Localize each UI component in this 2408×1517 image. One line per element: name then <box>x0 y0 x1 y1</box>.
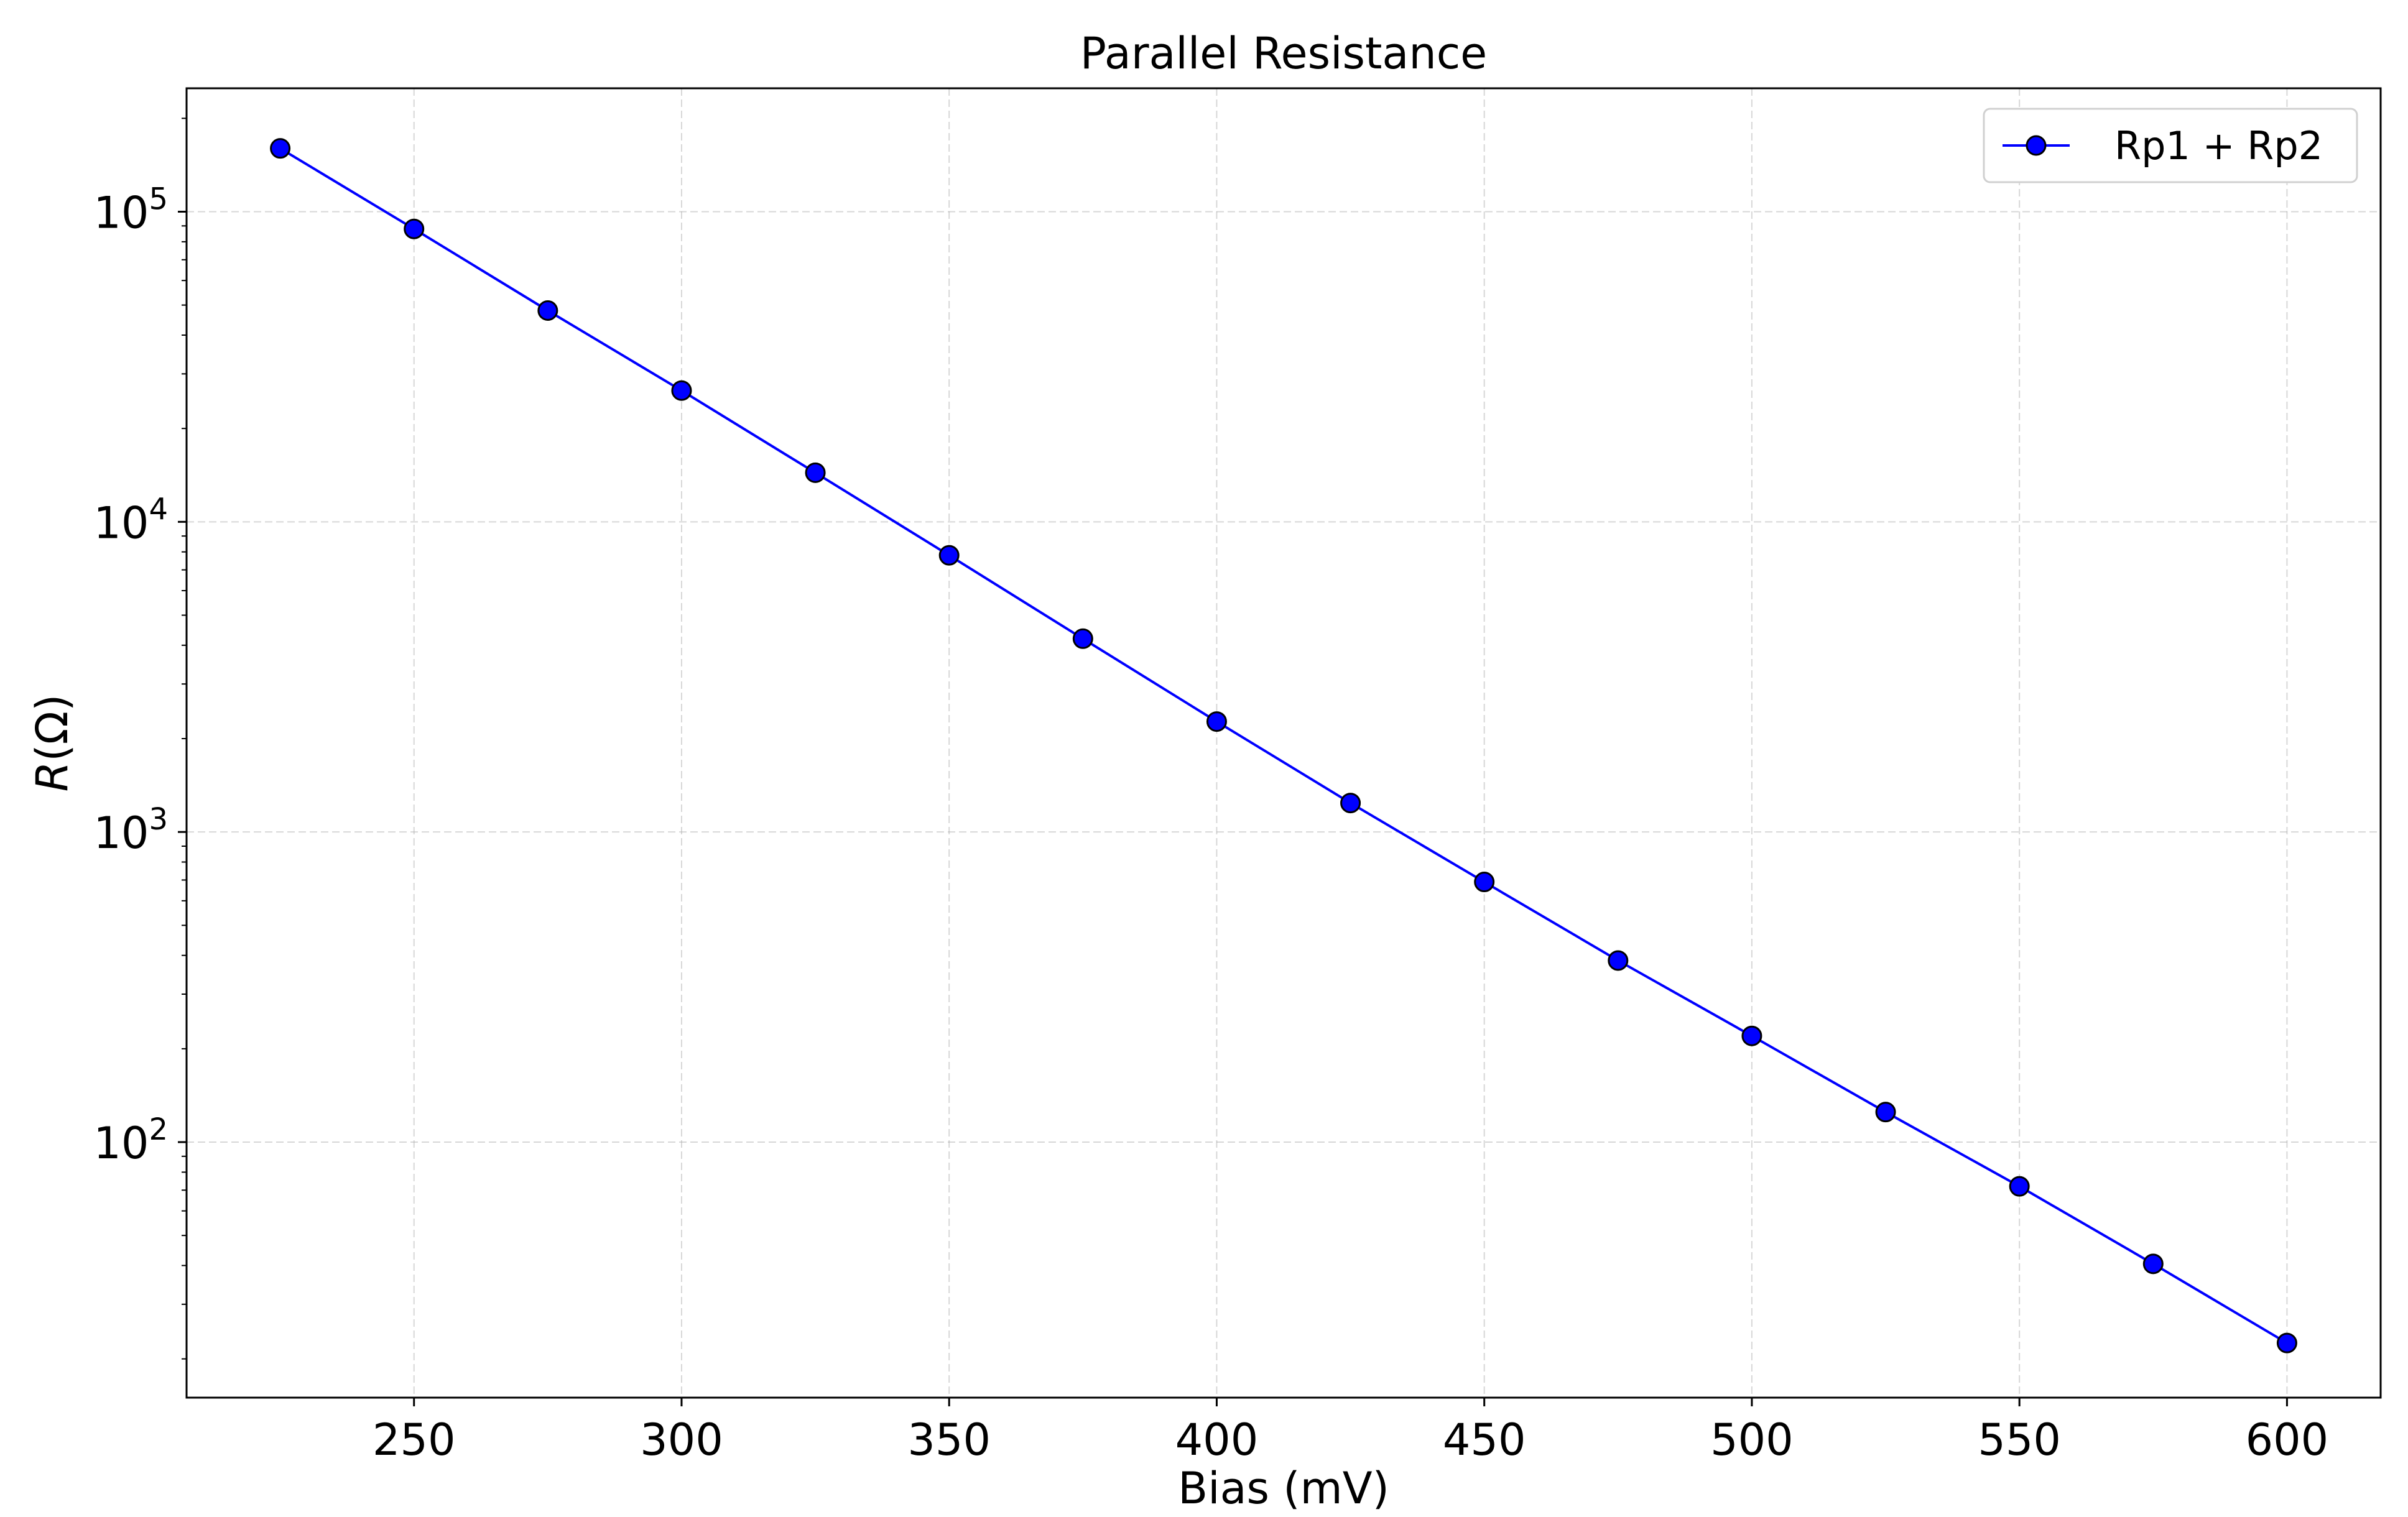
y-axis-label-symbol: R <box>27 762 78 792</box>
legend-marker <box>2026 135 2047 156</box>
y-tick-base: 10 <box>93 1118 149 1169</box>
x-tick-label: 600 <box>2246 1414 2329 1465</box>
data-point <box>1741 1025 1762 1046</box>
x-axis-label: Bias (mV) <box>1178 1463 1389 1514</box>
data-point <box>1875 1102 1896 1123</box>
plot-frame <box>185 87 2382 1399</box>
x-tick-label: 250 <box>373 1414 456 1465</box>
y-tick-label: 103 <box>93 802 168 859</box>
data-point <box>1608 950 1629 971</box>
y-axis-label: R(Ω) <box>27 694 78 792</box>
y-tick-label: 104 <box>93 492 168 548</box>
data-point <box>1340 793 1361 814</box>
data-point <box>2142 1253 2164 1275</box>
data-point <box>1072 628 1093 649</box>
data-point <box>404 218 425 239</box>
data-point <box>537 300 558 321</box>
x-tick-label: 400 <box>1175 1414 1259 1465</box>
legend-box <box>1983 108 2358 183</box>
x-tick-label: 500 <box>1710 1414 1794 1465</box>
x-tick-label: 300 <box>640 1414 723 1465</box>
data-point <box>2276 1332 2297 1353</box>
grid-lines <box>187 88 2381 1398</box>
y-tick-exponent: 3 <box>149 802 168 837</box>
data-point <box>671 380 692 401</box>
y-axis-label-unit: (Ω) <box>27 694 78 762</box>
series-line <box>279 147 2288 1344</box>
y-tick-base: 10 <box>93 808 149 859</box>
x-tick-label: 450 <box>1443 1414 1526 1465</box>
y-tick-label: 102 <box>93 1112 168 1169</box>
chart-title: Parallel Resistance <box>1080 28 1488 79</box>
y-tick-label: 105 <box>93 182 168 239</box>
legend: Rp1 + Rp2 <box>1983 108 2358 183</box>
data-point <box>270 138 291 159</box>
legend-label: Rp1 + Rp2 <box>2114 123 2323 168</box>
data-point <box>1474 872 1495 893</box>
series-layer <box>270 138 2297 1353</box>
y-tick-exponent: 4 <box>149 492 168 527</box>
y-tick-base: 10 <box>93 497 149 548</box>
y-tick-base: 10 <box>93 188 149 239</box>
x-tick-label: 350 <box>907 1414 991 1465</box>
y-tick-exponent: 5 <box>149 182 168 217</box>
data-point <box>1206 711 1227 732</box>
y-tick-exponent: 2 <box>149 1112 168 1147</box>
x-tick-label: 550 <box>1978 1414 2061 1465</box>
data-point <box>805 462 826 483</box>
data-point <box>2009 1176 2030 1197</box>
data-point <box>938 545 960 566</box>
